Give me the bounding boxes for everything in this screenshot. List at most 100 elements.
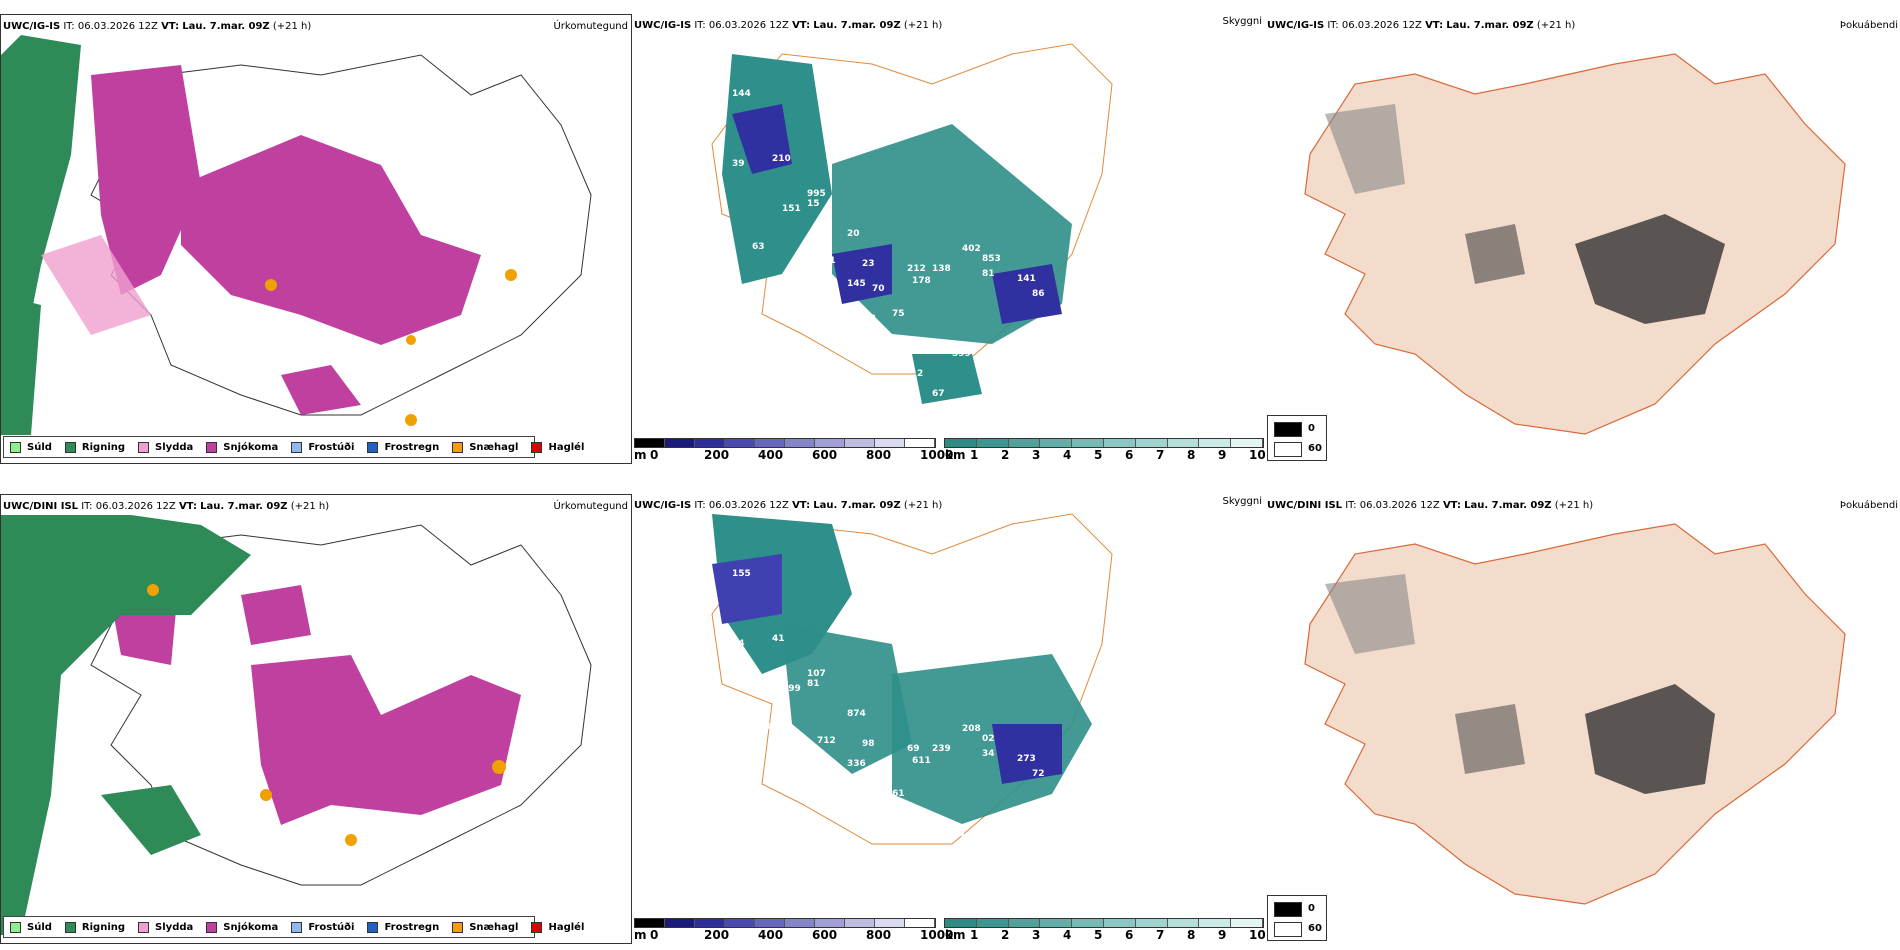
fog-legend-swatch-white [1274,442,1302,457]
fog-panel-1: UWC/IG-IS IT: 06.03.2026 12Z VT: Lau. 7.… [1265,14,1900,464]
legend-swatch [10,441,21,453]
visibility-tick: 4 [1063,928,1072,942]
visibility-tick: 2 [1001,448,1010,462]
fog-area [1325,574,1415,654]
ceiling-value: 138 [932,264,951,274]
ceiling-tick: 800 [866,928,892,942]
ceiling-value: 69 [907,744,920,754]
panel-type: Skyggni [1222,496,1262,507]
header: UWC/IG-IS IT: 06.03.2026 12Z VT: Lau. 7.… [1267,20,1576,31]
ceiling-value: 178 [912,276,931,286]
ceiling-value: 212 [907,264,926,274]
legend-swatch [531,921,543,933]
ceiling-value: 20 [1067,294,1080,304]
visibility-tick: 4 [1063,448,1072,462]
low-ceiling [732,104,792,174]
iceland-outline [90,524,592,886]
legend-label: Slydda [155,441,194,453]
visibility-tick: 6 [1125,928,1134,942]
ceiling-value: 23 [862,259,875,269]
ceiling-value: 72 [1032,769,1045,779]
precip-map-2 [1,515,592,935]
ceiling-value: 239 [932,744,951,754]
legend-swatch [291,441,303,453]
visibility-tick: 8 [1187,928,1196,942]
visibility-unit: km [945,928,966,942]
ceiling-value: 199 [782,684,801,694]
ceiling-tick: 0 [650,928,659,942]
ceiling-value: 36 [952,829,965,839]
ceiling-value: 731 [817,256,836,266]
legend-item: Haglél [531,921,585,933]
sleet-area [41,235,151,335]
low-ceiling [832,244,892,304]
ceiling-value: 599 [952,349,971,359]
legend-item: Snæhagl [452,921,519,933]
ceiling-value: 89 [702,594,715,604]
ceiling-value: 90 [992,379,1005,389]
visibility-tick: 7 [1156,928,1165,942]
snow-area [181,135,481,345]
fog-legend: 0 60 [1267,415,1327,461]
fog-legend-swatch-black [1274,422,1302,437]
legend-label: Snæhagl [469,921,519,933]
legend-item: Frostregn [367,921,439,933]
legend-swatch [291,921,303,933]
ceiling-tick: 800 [866,448,892,462]
visibility-tick: 1 [970,928,979,942]
ceiling-value: 42 [1072,344,1085,354]
ceiling-value: 63 [752,242,765,252]
hail-area [505,269,517,281]
legend-swatch [367,921,379,933]
visibility-colorbar [944,918,1264,928]
ceiling-value: 38 [1062,794,1075,804]
ceiling-value: 35 [722,244,735,254]
cloud-panel-1: UWC/IG-IS IT: 06.03.2026 12Z VT: Lau. 7.… [632,14,1265,464]
legend-item: Snjókoma [206,921,278,933]
cloud-panel-2: UWC/IG-IS IT: 06.03.2026 12Z VT: Lau. 7.… [632,494,1265,944]
fog-area [1575,214,1725,324]
ceiling-value: 874 [847,709,866,719]
fog-map-1 [1304,53,1846,435]
legend-swatch [452,441,464,453]
ceiling-value: 210 [772,154,791,164]
ceiling-value: 132 [857,794,876,804]
ceiling-tick: 0 [650,448,659,462]
legend-item: Snæhagl [452,441,518,453]
ceiling-value: 20 [847,229,860,239]
visibility-tick: 10 [1249,448,1265,462]
ceiling-tick: 400 [758,928,784,942]
header: UWC/DINI ISL IT: 06.03.2026 12Z VT: Lau.… [1267,500,1594,511]
rain-area [101,785,201,855]
ceiling-value: 81 [807,679,820,689]
iceland-land [1304,523,1846,905]
ceiling-value: 107 [807,669,826,679]
ceiling-value: 145 [847,279,866,289]
ceiling-value: 105 [897,389,916,399]
legend-swatch [531,441,543,453]
visibility-colorbar [944,438,1264,448]
panel-type: Úrkomutegund [553,501,628,512]
legend-item: Frostúði [291,441,354,453]
precip-panel-2: UWC/DINI ISL IT: 06.03.2026 12Z VT: Lau.… [0,494,632,944]
ceiling-colorbar [634,918,936,928]
visibility-unit: km [945,448,966,462]
snow-area [251,655,521,825]
ceiling-unit: m [634,928,647,942]
fog-map-2 [1304,523,1846,905]
ceiling-value: 41 [772,634,785,644]
legend-swatch [206,921,218,933]
ceiling-value: 336 [847,759,866,769]
legend-label: Haglél [548,921,585,933]
ceiling-value: 826 [722,724,741,734]
ceiling-value: 36 [702,114,715,124]
ceiling-value: 151 [782,204,801,214]
legend-item: Frostregn [367,441,439,453]
ceiling-value: 155 [732,569,751,579]
snow-area [241,585,311,645]
legend-label: Súld [27,921,52,933]
fog-panel-2: UWC/DINI ISL IT: 06.03.2026 12Z VT: Lau.… [1265,494,1900,944]
legend-item: Rigning [64,441,125,453]
visibility-tick: 8 [1187,448,1196,462]
legend-item: Slydda [138,921,193,933]
